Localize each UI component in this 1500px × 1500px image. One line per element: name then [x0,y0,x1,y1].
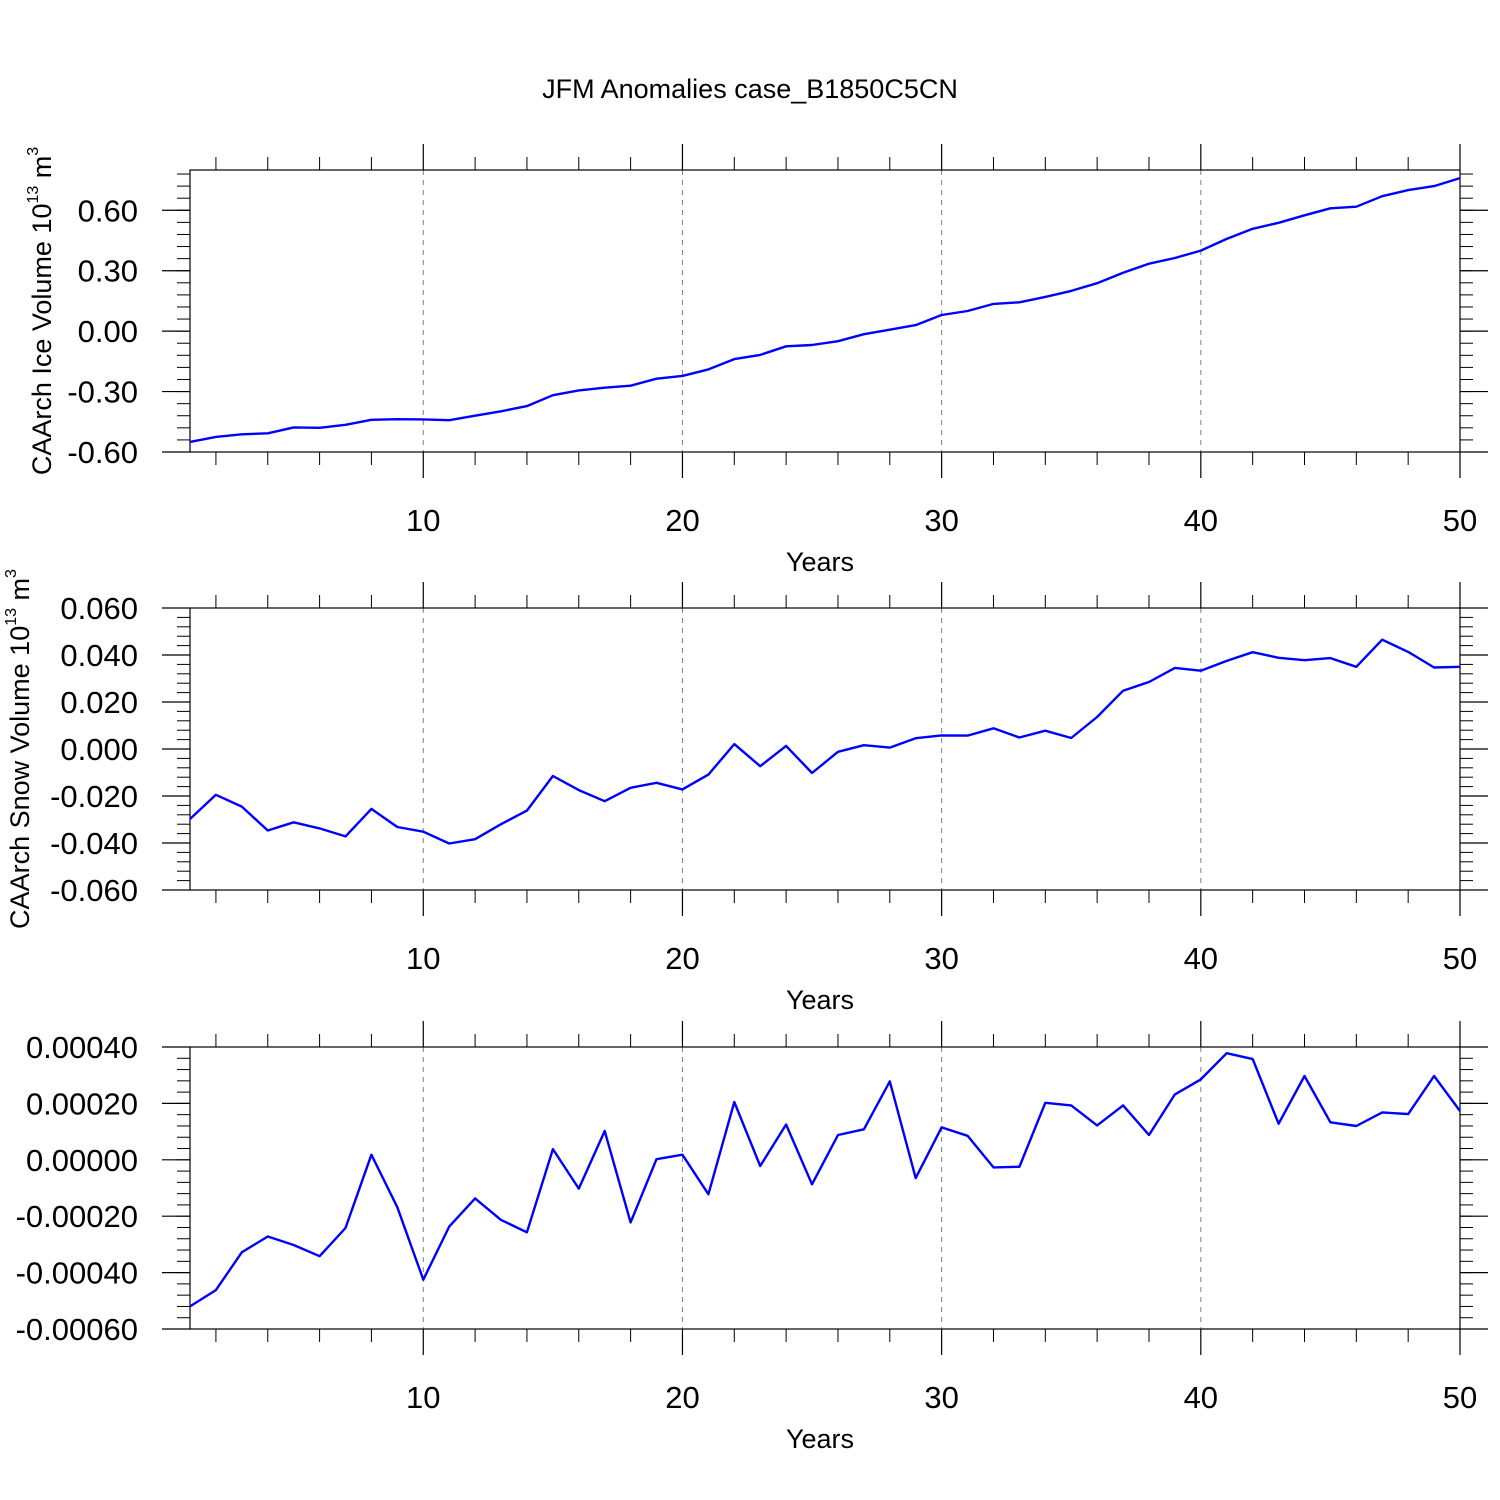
x-tick-label: 30 [924,503,958,538]
y-tick-label: -0.30 [67,375,138,410]
panels: 10 20 30 40 50 -0.60 -0.30 0.00 0.30 0.60 Years CAA… [3,144,1488,1454]
x-axis-title: Years [786,547,854,577]
y-tick-label: 0.000 [60,732,138,767]
series-line [189,176,1461,444]
x-tick-label: 20 [665,941,699,976]
y-axis-title-text: CAArch Ice Volume 10 [27,204,57,476]
x-tick-label: 50 [1443,503,1477,538]
y-tick-label: 0.040 [60,638,138,673]
x-tick-label: 40 [1184,941,1218,976]
x-tick-label: 10 [406,503,440,538]
y-tick-label: -0.00060 [16,1312,138,1347]
x-tick-label: 50 [1443,1380,1477,1415]
y-axis-title: CAArch Snow Volume 1013 m3 [3,569,35,929]
y-tick-label: 0.60 [78,193,138,228]
y-tick-label: -0.060 [50,873,138,908]
y-tick-label: -0.020 [50,779,138,814]
plot-frame [189,169,1461,453]
y-tick-label: 0.00 [78,314,138,349]
plot-frame [189,1046,1461,1330]
x-tick-label: 40 [1184,503,1218,538]
y-tick-label: 0.00040 [26,1030,138,1065]
panel-1: 10 20 30 40 50 -0.60 -0.30 0.00 0.30 0.60 Years CAA… [25,144,1488,577]
y-tick-label: 0.00020 [26,1086,138,1121]
x-axis-title: Years [786,985,854,1015]
panel-3: 10 20 30 40 50 -0.00060 -0.00040 -0.00020 0.0000… [16,1021,1488,1454]
x-tick-label: 40 [1184,1380,1218,1415]
y-axis-title-text: CAArch Snow Volume 10 [5,626,35,929]
y-axis-title-text: m [5,578,35,608]
series-line [189,638,1461,845]
y-axis-title-text: m [27,156,57,186]
panel-2: 10 20 30 40 50 -0.060 -0.040 -0.020 0.000 0.020 0.… [3,569,1488,1015]
x-tick-label: 20 [665,1380,699,1415]
y-axis-title-superscript: 13 [25,186,42,204]
series-line [189,1051,1461,1308]
y-axis-title: CAArch Ice Volume 1013 m3 [25,147,57,475]
y-axis-title-superscript: 3 [3,569,20,578]
x-tick-label: 30 [924,941,958,976]
x-axis-title: Years [786,1424,854,1454]
y-tick-label: 0.00000 [26,1143,138,1178]
y-axis-title-superscript: 13 [3,608,20,626]
x-tick-label: 50 [1443,941,1477,976]
x-tick-label: 30 [924,1380,958,1415]
x-tick-label: 10 [406,1380,440,1415]
y-tick-label: 0.30 [78,254,138,289]
figure-title: JFM Anomalies case_B1850C5CN [542,74,958,104]
x-tick-label: 20 [665,503,699,538]
x-tick-label: 10 [406,941,440,976]
y-tick-label: -0.00020 [16,1199,138,1234]
y-tick-label: 0.020 [60,685,138,720]
y-tick-label: -0.040 [50,826,138,861]
y-tick-label: -0.00040 [16,1256,138,1291]
y-axis-title-superscript: 3 [25,147,42,156]
y-tick-label: 0.060 [60,591,138,626]
y-tick-label: -0.60 [67,435,138,470]
